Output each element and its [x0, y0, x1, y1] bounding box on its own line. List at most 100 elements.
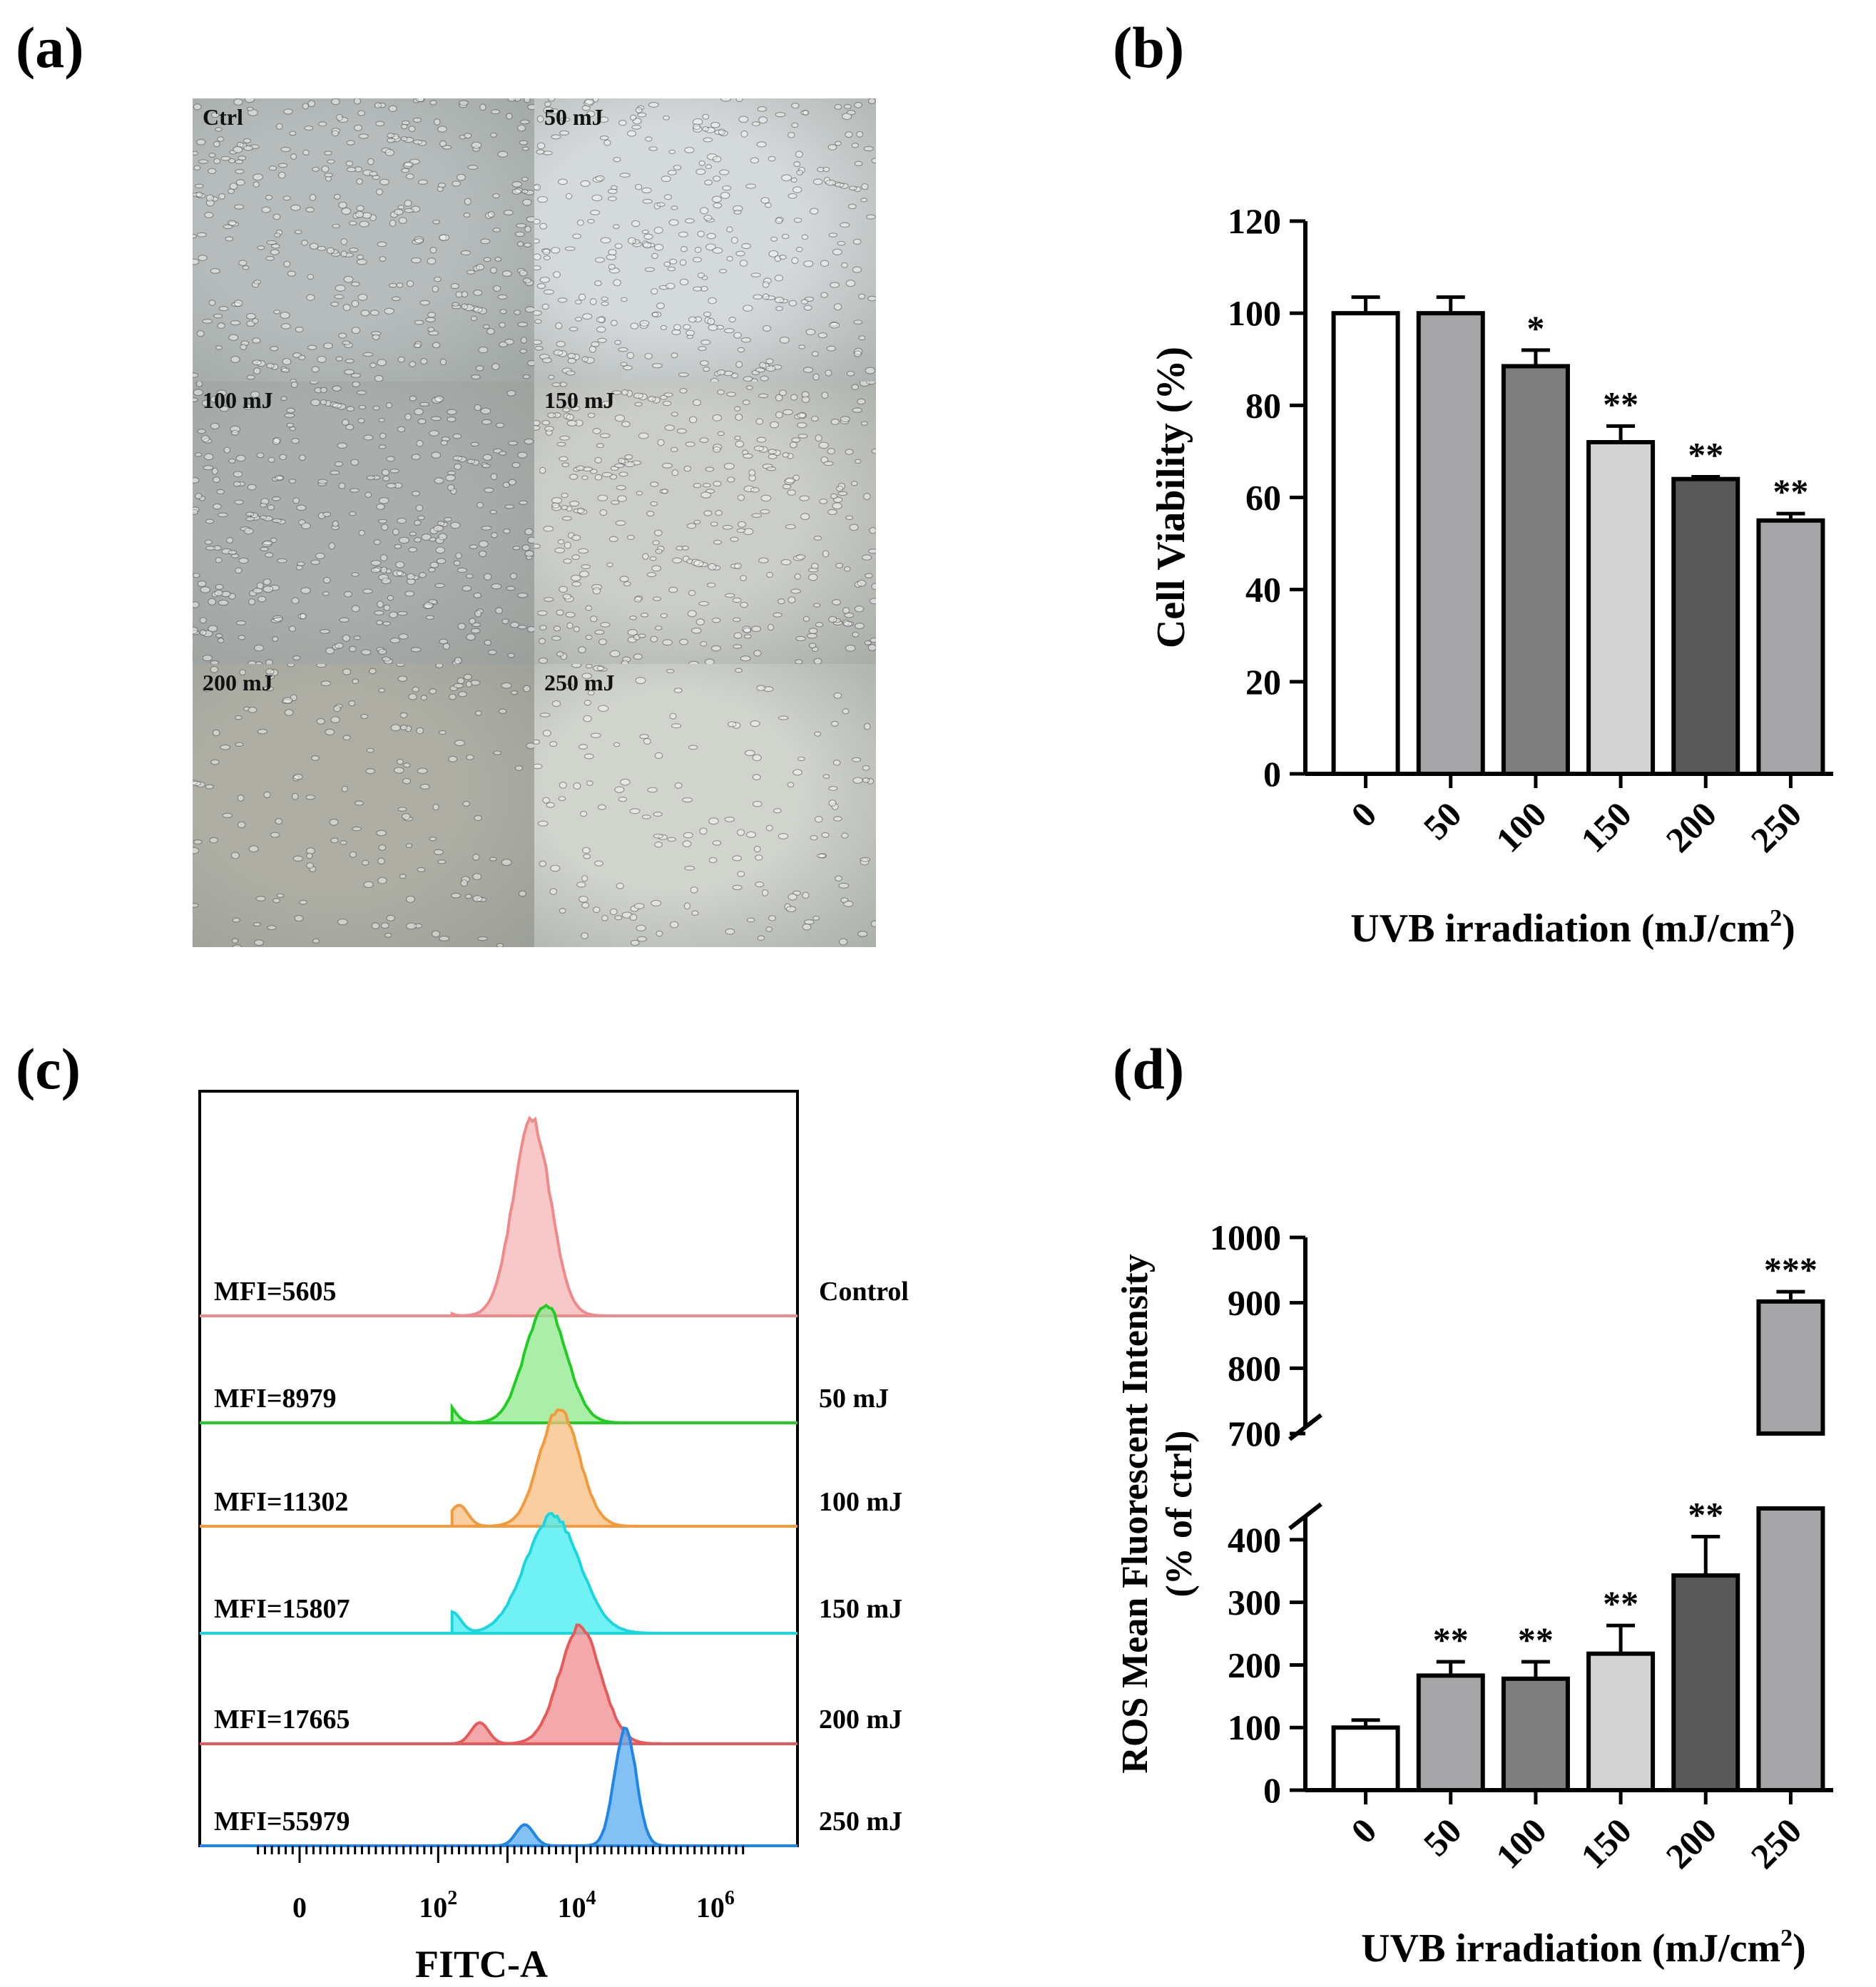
bar [1331, 1725, 1400, 1793]
mfi-label: MFI=15807 [214, 1594, 350, 1624]
x-tick-label: 200 [1658, 1810, 1724, 1876]
micrograph-tile: 100 mJ [193, 381, 534, 665]
y-tick-label: 120 [1228, 201, 1281, 241]
x-tick-label: 50 [1416, 794, 1469, 847]
histogram-curve [200, 1115, 797, 1317]
cell-texture [534, 381, 876, 665]
x-tick-label: 100 [1488, 1810, 1554, 1876]
histogram-curve [200, 1408, 797, 1528]
micrograph-tile: 50 mJ [534, 98, 876, 382]
x-tick-label: 106 [696, 1887, 735, 1924]
significance-mark: *** [1764, 1250, 1818, 1289]
y-tick-label: 40 [1245, 570, 1281, 610]
micrograph-label: 200 mJ [203, 670, 273, 696]
y-tick-label: 800 [1228, 1348, 1281, 1388]
micrograph-label: 150 mJ [544, 387, 615, 413]
x-axis-label: UVB irradiation (mJ/cm2) [1361, 1925, 1806, 1971]
histogram-curve [200, 1303, 797, 1424]
micrograph-label: 50 mJ [544, 104, 603, 130]
bar [1671, 1573, 1740, 1793]
significance-mark: ** [1433, 1620, 1469, 1660]
chart-cell-viability: 0 20 40 60 80 100 120 0 50 * 100 ** 150 ** 200 ** 250 Cel… [1149, 201, 1833, 951]
x-axis-label: FITC-A [415, 1943, 548, 1986]
panel-label-a: (a) [16, 15, 84, 80]
y-axis-label-line2: (% of ctrl) [1159, 1431, 1200, 1598]
bar [1671, 476, 1740, 776]
panel-label-b: (b) [1113, 15, 1185, 80]
significance-mark: ** [1688, 1495, 1723, 1535]
axis-break-mark [1288, 1502, 1322, 1531]
bar [1756, 1506, 1825, 1792]
significance-mark: ** [1773, 471, 1808, 511]
significance-mark: * [1526, 308, 1544, 348]
bar [1586, 1651, 1656, 1793]
bar [1586, 440, 1656, 776]
histogram-curve [200, 1623, 797, 1745]
chart-ros-intensity: 0 100 200 300 400 700 800 900 1000 0 ** 50 ** 100 ** 15… [1115, 1217, 1833, 1971]
y-tick-label: 300 [1228, 1583, 1281, 1623]
micrograph-label: Ctrl [203, 104, 243, 130]
x-tick-label: 150 [1573, 1810, 1639, 1876]
cell-texture [534, 98, 876, 382]
significance-mark: ** [1688, 434, 1723, 474]
significance-mark: ** [1603, 384, 1638, 424]
x-tick-label: 200 [1658, 794, 1724, 860]
sample-label: Control [819, 1277, 909, 1307]
sample-label: 150 mJ [819, 1594, 902, 1624]
mfi-label: MFI=8979 [214, 1384, 337, 1414]
y-tick-label: 700 [1228, 1414, 1281, 1454]
micrograph-label: 100 mJ [203, 387, 273, 413]
y-axis-label: Cell Viability (%) [1149, 347, 1193, 648]
x-tick-label: 250 [1743, 794, 1810, 860]
cell-texture [193, 381, 534, 665]
micrograph-tile: Ctrl [193, 98, 534, 382]
panel-label-c: (c) [16, 1036, 81, 1101]
mfi-label: MFI=11302 [214, 1487, 348, 1517]
x-tick-label: 0 [1343, 1810, 1384, 1851]
x-tick-label: 250 [1743, 1810, 1810, 1876]
micrograph-tile: 150 mJ [534, 381, 876, 665]
cell-texture [534, 664, 876, 946]
panel-label-d: (d) [1113, 1036, 1185, 1101]
bar [1501, 1676, 1570, 1792]
x-tick-label: 100 [1488, 794, 1554, 860]
cell-texture [193, 98, 534, 382]
x-axis-label: UVB irradiation (mJ/cm2) [1350, 905, 1795, 951]
micrograph-label: 250 mJ [544, 670, 615, 696]
y-tick-label: 900 [1228, 1283, 1281, 1323]
sample-label: 50 mJ [819, 1384, 889, 1414]
y-tick-label: 1000 [1210, 1217, 1281, 1257]
chart-flow-histogram: MFI=5605 Control MFI=8979 50 mJ MFI=11302 100… [198, 1090, 909, 1986]
mfi-label: MFI=5605 [214, 1277, 337, 1307]
sample-label: 100 mJ [819, 1487, 902, 1517]
sample-label: 200 mJ [819, 1705, 902, 1735]
bar [1501, 364, 1570, 776]
bar [1416, 1673, 1485, 1792]
x-tick-label: 50 [1416, 1810, 1469, 1864]
significance-mark: ** [1603, 1583, 1638, 1623]
y-tick-label: 100 [1228, 293, 1281, 333]
mfi-label: MFI=17665 [214, 1705, 350, 1735]
bar [1416, 311, 1485, 776]
y-tick-label: 80 [1245, 385, 1281, 425]
micrograph-tile: 200 mJ [193, 664, 534, 947]
significance-mark: ** [1518, 1620, 1554, 1660]
y-tick-label: 60 [1245, 478, 1281, 518]
sample-label: 250 mJ [819, 1807, 902, 1837]
y-axis-label: ROS Mean Fluorescent Intensity [1115, 1254, 1156, 1773]
x-tick-label: 104 [558, 1887, 596, 1924]
x-tick-label: 0 [1343, 794, 1384, 834]
mfi-label: MFI=55979 [214, 1807, 350, 1837]
y-tick-label: 100 [1228, 1707, 1281, 1747]
x-tick-label: 0 [292, 1891, 307, 1924]
micrograph-tile: 250 mJ [534, 664, 876, 947]
bar-upper [1756, 1299, 1825, 1436]
x-tick-label: 102 [419, 1887, 457, 1924]
bar-break-gap [1754, 1436, 1827, 1506]
y-tick-label: 0 [1263, 1770, 1281, 1810]
y-tick-label: 400 [1228, 1520, 1281, 1560]
x-tick-label: 150 [1573, 794, 1639, 860]
microscopy-grid: Ctrl 50 mJ 100 mJ 150 mJ 200 mJ 250 mJ [193, 98, 876, 947]
bar [1756, 518, 1825, 777]
cell-texture [193, 664, 534, 947]
